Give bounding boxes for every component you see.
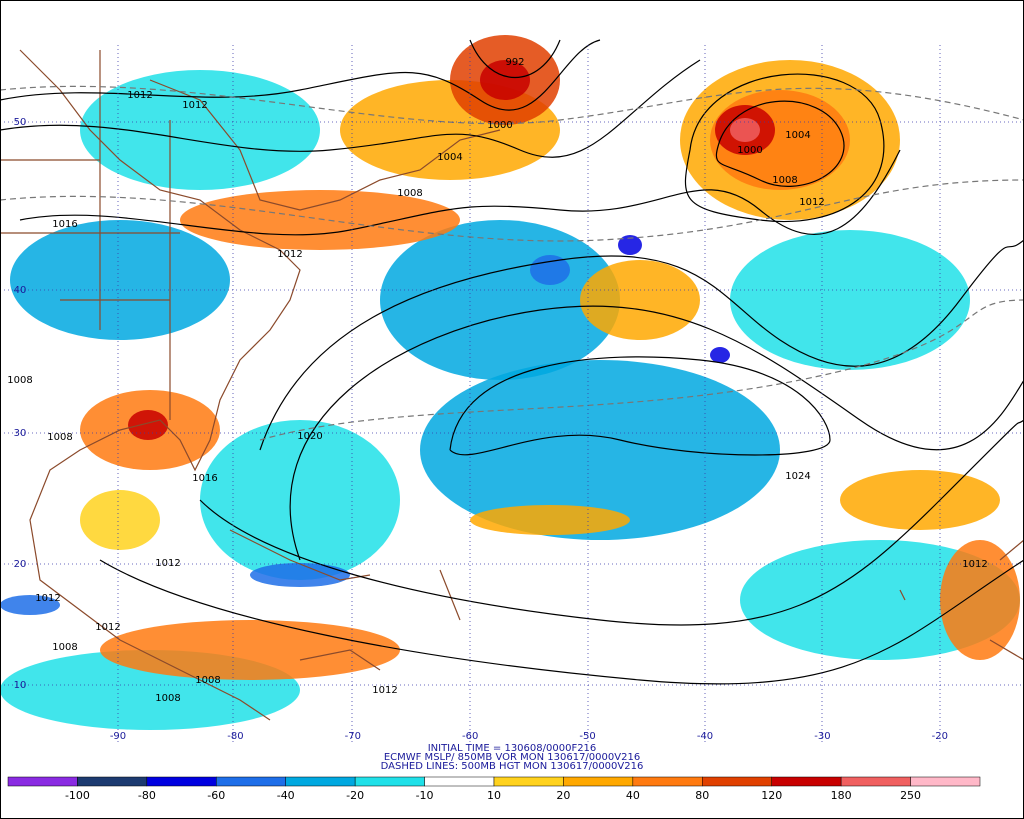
isobar-label: 1012 xyxy=(182,100,207,111)
isobar-label: 1008 xyxy=(47,432,72,443)
isobar-label: 1012 xyxy=(127,90,152,101)
colorbar-label: 20 xyxy=(556,789,570,802)
vorticity-blob xyxy=(80,490,160,550)
isobar-label: 1012 xyxy=(155,558,180,569)
caption-line: ECMWF MSLP/ 850MB VOR MON 130617/0000V21… xyxy=(384,752,640,763)
colorbar-label: -10 xyxy=(416,789,434,802)
isobar-label: 1016 xyxy=(192,473,217,484)
isobar-label: 1008 xyxy=(52,642,77,653)
lon-label: -90 xyxy=(110,731,126,742)
colorbar-label: -60 xyxy=(207,789,225,802)
colorbar-swatch xyxy=(702,776,772,787)
lon-label: -70 xyxy=(345,731,361,742)
lat-label: 10 xyxy=(14,680,27,691)
lat-label: 30 xyxy=(14,428,27,439)
vorticity-blob xyxy=(618,235,642,255)
isobar-label: 1012 xyxy=(95,622,120,633)
colorbar-label: -100 xyxy=(65,789,90,802)
vorticity-blob xyxy=(80,70,320,190)
isobar-label: 1008 xyxy=(7,375,32,386)
vorticity-blob xyxy=(250,563,350,587)
isobar-label: 992 xyxy=(505,57,524,68)
vorticity-blob xyxy=(200,420,400,580)
labels: 1012101210161012100810041000992100410001… xyxy=(7,57,987,772)
vorticity-blob xyxy=(470,505,630,535)
isobar-label: 1012 xyxy=(962,559,987,570)
vorticity-blob xyxy=(840,470,1000,530)
lat-label: 50 xyxy=(14,117,27,128)
isobar-label: 1012 xyxy=(35,593,60,604)
vorticity-blob xyxy=(100,620,400,680)
isobar-label: 1004 xyxy=(437,152,462,163)
isobar-label: 1012 xyxy=(372,685,397,696)
lat-label: 20 xyxy=(14,559,27,570)
isobar-label: 1024 xyxy=(785,471,810,482)
vorticity-blob xyxy=(180,190,460,250)
lon-label: -30 xyxy=(814,731,830,742)
isobar-label: 1008 xyxy=(397,188,422,199)
vorticity-blob xyxy=(128,410,168,440)
coastlines xyxy=(0,49,1024,721)
vorticity-blob xyxy=(420,360,780,540)
isobar-label: 1000 xyxy=(487,120,512,131)
colorbar-label: 10 xyxy=(487,789,501,802)
colorbar-swatch xyxy=(771,776,842,787)
colorbar-swatch xyxy=(840,776,911,787)
vorticity-blob xyxy=(580,260,700,340)
lon-label: -20 xyxy=(932,731,948,742)
vorticity-blob xyxy=(0,595,60,615)
grid xyxy=(0,45,1024,745)
colorbar-swatch xyxy=(424,776,495,787)
isobar-label: 1008 xyxy=(155,693,180,704)
colorbar-swatch xyxy=(632,776,703,787)
vorticity-blob xyxy=(940,540,1020,660)
vorticity-blob xyxy=(730,230,970,370)
colorbar-label: 250 xyxy=(900,789,921,802)
isobar-label: 1012 xyxy=(277,249,302,260)
colorbar-label: 180 xyxy=(831,789,852,802)
colorbar-label: 120 xyxy=(761,789,782,802)
colorbar-swatch xyxy=(563,776,634,787)
caption-line: INITIAL TIME = 130608/0000F216 xyxy=(428,743,597,754)
colorbar-swatch xyxy=(910,776,981,787)
colorbar-swatch xyxy=(7,776,78,787)
colorbar-swatch xyxy=(285,776,356,787)
height-contours xyxy=(0,85,1024,441)
isobar-label: 1012 xyxy=(799,197,824,208)
colorbar-label: -80 xyxy=(138,789,156,802)
colorbar-swatch xyxy=(146,776,217,787)
vorticity-field xyxy=(0,35,1020,730)
lon-label: -50 xyxy=(579,731,595,742)
vorticity-blob xyxy=(710,347,730,363)
isobar-label: 1008 xyxy=(772,175,797,186)
isobar-label: 1000 xyxy=(737,145,762,156)
lon-label: -60 xyxy=(462,731,478,742)
colorbar: -100 -80 -60 -40 -20 -10 10 20 40 80 120 180 250 xyxy=(7,776,981,802)
colorbar-label: -20 xyxy=(346,789,364,802)
lon-label: -40 xyxy=(697,731,713,742)
isobar-label: 1020 xyxy=(297,431,322,442)
lon-label: -80 xyxy=(227,731,243,742)
colorbar-label: -40 xyxy=(277,789,295,802)
caption-line: DASHED LINES: 500MB HGT MON 130617/0000V… xyxy=(381,761,644,772)
vorticity-blob xyxy=(730,118,760,142)
isobars xyxy=(0,39,1024,685)
colorbar-swatch xyxy=(77,776,148,787)
vorticity-blob xyxy=(10,220,230,340)
colorbar-swatch xyxy=(354,776,425,787)
lat-label: 40 xyxy=(14,285,27,296)
colorbar-swatch xyxy=(493,776,564,787)
isobar-label: 1008 xyxy=(195,675,220,686)
isobar-label: 1004 xyxy=(785,130,810,141)
colorbar-label: 80 xyxy=(695,789,709,802)
colorbar-swatch xyxy=(216,776,286,787)
isobar-label: 1016 xyxy=(52,219,77,230)
colorbar-label: 40 xyxy=(626,789,640,802)
